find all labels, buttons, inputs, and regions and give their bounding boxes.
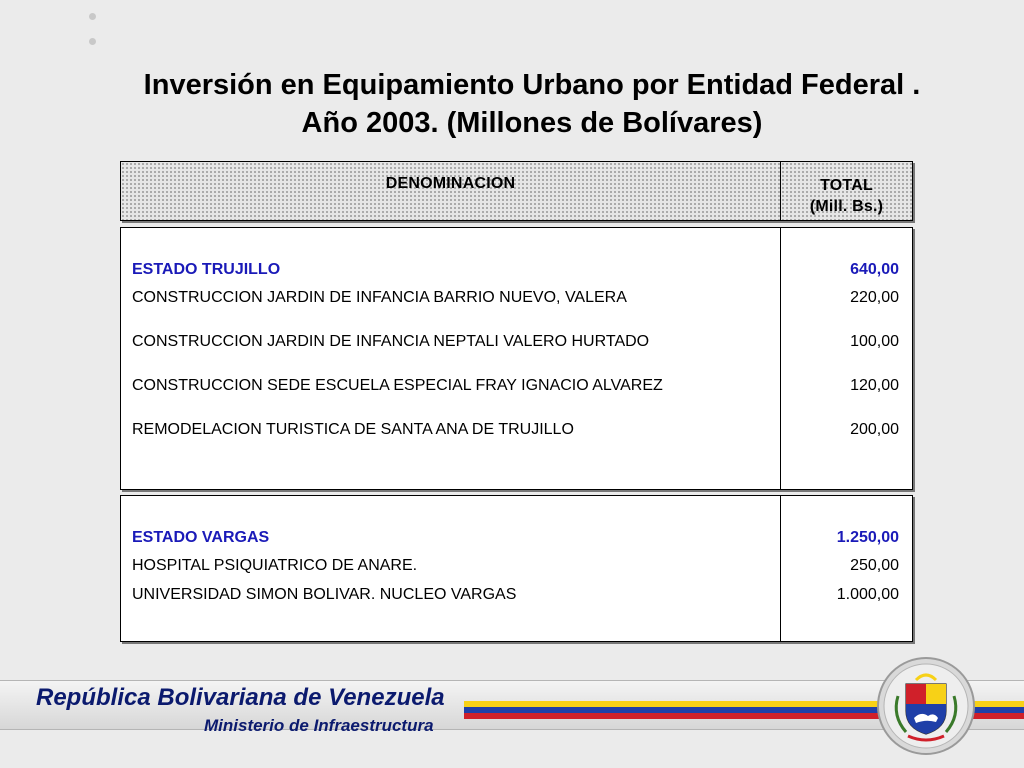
section-vargas: ESTADO VARGAS HOSPITAL PSIQUIATRICO DE A… [120, 495, 913, 642]
project-name: REMODELACION TURISTICA DE SANTA ANA DE T… [132, 421, 574, 438]
section-names-column: ESTADO TRUJILLO CONSTRUCCION JARDIN DE I… [121, 228, 781, 489]
project-value: 200,00 [850, 421, 899, 438]
header-denominacion: DENOMINACION [385, 175, 516, 192]
header-denominacion-cell: DENOMINACION [121, 162, 781, 220]
header-total: TOTAL [820, 177, 873, 194]
project-value: 250,00 [850, 557, 899, 574]
state-name: ESTADO TRUJILLO [132, 261, 281, 278]
footer-ministerio: Ministerio de Infraestructura [204, 716, 434, 735]
coat-of-arms-icon [877, 657, 975, 755]
flag-stripe-red [464, 713, 1024, 719]
flag-stripe-blue [464, 707, 1024, 713]
section-trujillo: ESTADO TRUJILLO CONSTRUCCION JARDIN DE I… [120, 227, 913, 490]
section-values-column: 1.250,00 250,00 1.000,00 [781, 496, 912, 641]
title-line-1: Inversión en Equipamiento Urbano por Ent… [143, 69, 921, 101]
decorative-dot [89, 38, 96, 45]
title-line-2: Año 2003. (Millones de Bolívares) [301, 107, 763, 139]
project-name: UNIVERSIDAD SIMON BOLIVAR. NUCLEO VARGAS [132, 586, 517, 603]
state-total: 640,00 [850, 261, 899, 278]
footer-band [0, 680, 1024, 730]
footer-republica: República Bolivariana de Venezuela [36, 684, 445, 711]
project-name: CONSTRUCCION JARDIN DE INFANCIA NEPTALI … [132, 333, 650, 350]
section-names-column: ESTADO VARGAS HOSPITAL PSIQUIATRICO DE A… [121, 496, 781, 641]
header-total-unit: (Mill. Bs.) [809, 198, 884, 215]
section-values-column: 640,00 220,00 100,00 120,00 200,00 [781, 228, 912, 489]
state-total: 1.250,00 [836, 529, 899, 546]
project-value: 1.000,00 [836, 586, 899, 603]
project-value: 100,00 [850, 333, 899, 350]
header-total-cell: TOTAL (Mill. Bs.) [781, 162, 912, 220]
project-value: 120,00 [850, 377, 899, 394]
project-name: HOSPITAL PSIQUIATRICO DE ANARE. [132, 557, 418, 574]
flag-stripe-yellow [464, 701, 1024, 707]
page-title: Inversión en Equipamiento Urbano por Ent… [60, 66, 1004, 142]
project-value: 220,00 [850, 289, 899, 306]
decorative-dot [89, 13, 96, 20]
project-name: CONSTRUCCION JARDIN DE INFANCIA BARRIO N… [132, 289, 627, 306]
table-header: DENOMINACION TOTAL (Mill. Bs.) [120, 161, 913, 221]
project-name: CONSTRUCCION SEDE ESCUELA ESPECIAL FRAY … [132, 377, 663, 394]
state-name: ESTADO VARGAS [132, 529, 270, 546]
